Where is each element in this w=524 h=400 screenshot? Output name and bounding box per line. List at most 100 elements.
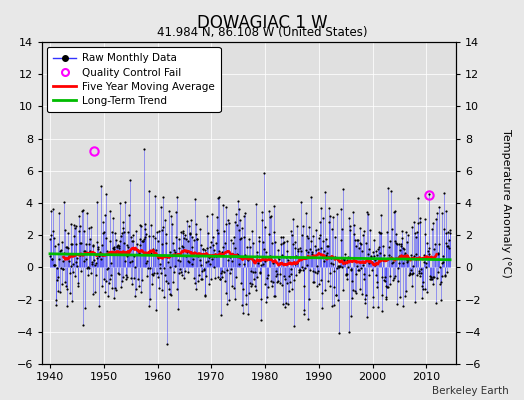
- Point: [283, 238, 292, 244]
- Point: [351, 288, 359, 294]
- Point: [277, 234, 285, 240]
- Point: [68, 241, 77, 247]
- Point: [363, 314, 372, 320]
- Point: [397, 241, 405, 247]
- Point: [58, 281, 66, 288]
- Point: [367, 254, 375, 260]
- Point: [52, 265, 61, 271]
- Point: [376, 230, 385, 237]
- Point: [222, 290, 230, 296]
- Point: [46, 236, 54, 242]
- Point: [107, 228, 116, 235]
- Point: [108, 284, 116, 291]
- Point: [445, 230, 454, 236]
- Point: [233, 222, 242, 228]
- Point: [47, 208, 56, 214]
- Point: [433, 275, 441, 282]
- Point: [228, 258, 236, 264]
- Point: [123, 242, 132, 248]
- Point: [62, 244, 70, 250]
- Point: [335, 264, 343, 270]
- Point: [64, 253, 73, 259]
- Point: [330, 268, 338, 274]
- Point: [376, 250, 384, 256]
- Point: [283, 280, 291, 286]
- Point: [101, 289, 110, 295]
- Point: [278, 252, 286, 258]
- Point: [194, 251, 203, 257]
- Point: [359, 262, 367, 268]
- Point: [135, 242, 144, 248]
- Point: [187, 217, 195, 223]
- Point: [401, 293, 409, 299]
- Point: [258, 209, 267, 216]
- Point: [285, 273, 293, 279]
- Point: [74, 228, 83, 234]
- Point: [321, 252, 330, 259]
- Point: [59, 258, 67, 264]
- Point: [311, 246, 320, 253]
- Point: [378, 292, 386, 299]
- Point: [280, 273, 288, 279]
- Point: [177, 268, 185, 275]
- Point: [403, 239, 411, 246]
- Point: [194, 253, 202, 260]
- Point: [212, 252, 220, 259]
- Point: [225, 270, 234, 276]
- Point: [200, 266, 209, 272]
- Point: [303, 233, 311, 239]
- Point: [229, 240, 237, 246]
- Point: [107, 272, 115, 278]
- Point: [175, 245, 183, 251]
- Point: [154, 238, 162, 244]
- Point: [87, 270, 95, 276]
- Point: [347, 267, 356, 273]
- Point: [387, 254, 395, 260]
- Point: [61, 283, 70, 290]
- Point: [375, 229, 383, 235]
- Point: [124, 228, 133, 235]
- Point: [237, 225, 246, 231]
- Point: [308, 268, 316, 274]
- Point: [161, 240, 170, 246]
- Point: [348, 278, 357, 284]
- Point: [76, 222, 84, 229]
- Point: [78, 251, 86, 257]
- Point: [242, 300, 250, 307]
- Point: [153, 228, 161, 235]
- Point: [90, 257, 99, 263]
- Point: [201, 292, 210, 298]
- Point: [253, 253, 261, 260]
- Point: [392, 231, 400, 237]
- Point: [54, 274, 62, 281]
- Point: [308, 249, 316, 255]
- Point: [424, 245, 433, 251]
- Point: [429, 274, 437, 280]
- Point: [95, 303, 103, 309]
- Point: [212, 214, 221, 220]
- Point: [138, 277, 146, 284]
- Point: [112, 236, 121, 243]
- Point: [66, 290, 74, 296]
- Point: [231, 244, 239, 251]
- Point: [69, 260, 77, 267]
- Point: [422, 264, 430, 270]
- Point: [268, 240, 276, 246]
- Point: [380, 252, 388, 258]
- Point: [71, 273, 79, 279]
- Point: [263, 275, 271, 282]
- Point: [213, 194, 222, 201]
- Point: [238, 286, 247, 293]
- Point: [353, 263, 362, 270]
- Point: [359, 271, 368, 278]
- Point: [310, 254, 319, 260]
- Point: [316, 244, 325, 251]
- Point: [133, 246, 141, 253]
- Point: [222, 221, 231, 228]
- Point: [138, 237, 147, 244]
- Point: [108, 244, 117, 251]
- Point: [184, 238, 192, 244]
- Point: [180, 235, 188, 242]
- Point: [269, 278, 277, 285]
- Point: [438, 260, 446, 266]
